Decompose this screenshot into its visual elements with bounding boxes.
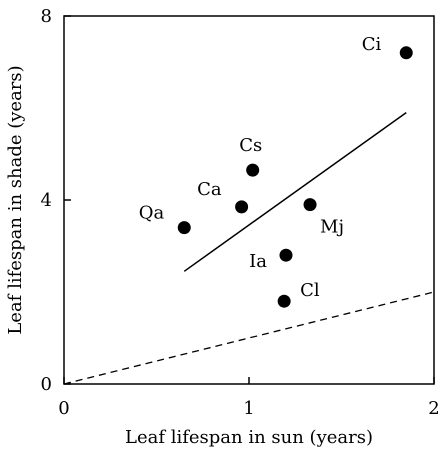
point-label-ia: Ia bbox=[249, 251, 267, 272]
x-tick-label-0: 0 bbox=[58, 398, 69, 419]
data-points: Ci Cs Ca Qa Mj Ia Cl bbox=[139, 34, 413, 308]
point-label-cs: Cs bbox=[239, 135, 262, 156]
point-ci bbox=[399, 46, 413, 60]
point-ia bbox=[279, 248, 293, 262]
point-label-ca: Ca bbox=[197, 179, 222, 200]
plot-frame bbox=[63, 15, 435, 385]
point-label-mj: Mj bbox=[320, 217, 344, 238]
point-label-cl: Cl bbox=[300, 280, 320, 301]
axis-ticks: 0 1 2 0 4 8 bbox=[41, 6, 439, 419]
y-tick-label-0: 0 bbox=[41, 374, 52, 395]
point-label-ci: Ci bbox=[362, 34, 382, 55]
point-cl bbox=[277, 294, 291, 308]
point-cs bbox=[246, 163, 260, 177]
one-to-one-reference-line bbox=[63, 291, 435, 385]
x-tick-label-1: 1 bbox=[243, 398, 254, 419]
point-mj bbox=[303, 198, 317, 212]
point-qa bbox=[177, 221, 191, 235]
regression-line bbox=[183, 111, 407, 272]
point-label-qa: Qa bbox=[139, 203, 165, 224]
y-axis-title: Leaf lifespan in shade (years) bbox=[5, 65, 26, 334]
x-tick-label-2: 2 bbox=[428, 398, 439, 419]
x-axis-title: Leaf lifespan in sun (years) bbox=[125, 427, 373, 448]
point-ca bbox=[235, 200, 249, 214]
y-tick-label-8: 8 bbox=[41, 6, 52, 27]
y-tick-label-4: 4 bbox=[41, 190, 52, 211]
trend-lines bbox=[63, 111, 435, 385]
